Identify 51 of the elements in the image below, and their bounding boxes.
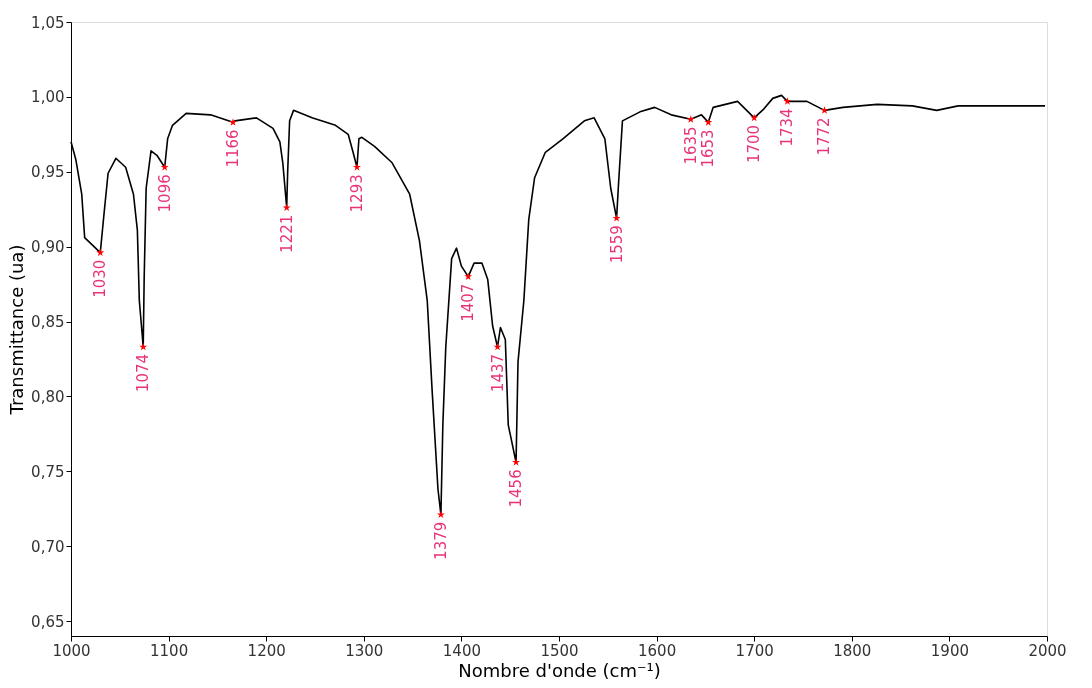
x-tick-label: 1400 bbox=[442, 641, 481, 660]
point bbox=[436, 510, 445, 519]
point bbox=[512, 458, 521, 466]
annotation: 1437 bbox=[488, 353, 507, 393]
y-tick-label: 0,95 bbox=[31, 163, 65, 182]
point bbox=[282, 203, 291, 212]
y-tick-label: 1,05 bbox=[31, 13, 65, 32]
x-tick-label: 1800 bbox=[833, 641, 872, 660]
y-axis-title: Transmittance (ua) bbox=[6, 244, 28, 416]
x-tick-label: 1500 bbox=[540, 641, 579, 660]
annotation: 1293 bbox=[347, 174, 366, 213]
annotation: 1407 bbox=[459, 283, 478, 322]
x-tick-label: 1300 bbox=[345, 641, 384, 660]
point bbox=[612, 214, 621, 222]
point bbox=[464, 272, 473, 280]
annotation: 1456 bbox=[507, 469, 526, 508]
point bbox=[160, 163, 169, 171]
y-tick-label: 0,85 bbox=[31, 313, 65, 332]
annotation: 1379 bbox=[431, 521, 450, 560]
y-tick-label: 1,00 bbox=[31, 88, 65, 107]
x-tick-label: 1700 bbox=[735, 641, 774, 660]
annotation: 1030 bbox=[91, 259, 110, 298]
annotation: 1700 bbox=[745, 124, 764, 164]
x-tick-label: 1600 bbox=[638, 641, 677, 660]
annotation: 1074 bbox=[134, 353, 153, 393]
y-tick-label: 0,70 bbox=[31, 537, 65, 556]
x-tick-label: 2000 bbox=[1028, 641, 1067, 660]
point bbox=[820, 106, 829, 114]
annotation: 1635 bbox=[681, 126, 700, 165]
point bbox=[229, 118, 237, 126]
annotation: 1772 bbox=[815, 117, 834, 156]
annotation: 1166 bbox=[224, 129, 243, 168]
point bbox=[704, 118, 713, 126]
annotation: 1096 bbox=[155, 174, 174, 213]
x-axis-title: Nombre d'onde (cm⁻¹) bbox=[458, 659, 661, 681]
x-tick-label: 1900 bbox=[930, 641, 969, 660]
point bbox=[352, 163, 361, 171]
annotation: 1734 bbox=[778, 108, 797, 147]
annotation: 1559 bbox=[607, 225, 626, 264]
y-tick-label: 0,65 bbox=[31, 612, 65, 631]
point bbox=[686, 115, 695, 123]
y-tick-label: 0,90 bbox=[31, 238, 65, 257]
annotation: 1653 bbox=[699, 129, 718, 168]
x-tick-label: 1000 bbox=[52, 641, 91, 660]
annotation: 1221 bbox=[277, 214, 296, 253]
y-tick-label: 0,75 bbox=[31, 462, 65, 481]
point bbox=[96, 248, 105, 257]
x-tick-label: 1100 bbox=[150, 641, 189, 660]
x-tick-label: 1200 bbox=[247, 641, 286, 660]
y-tick-label: 0,80 bbox=[31, 387, 65, 406]
point bbox=[783, 97, 792, 105]
